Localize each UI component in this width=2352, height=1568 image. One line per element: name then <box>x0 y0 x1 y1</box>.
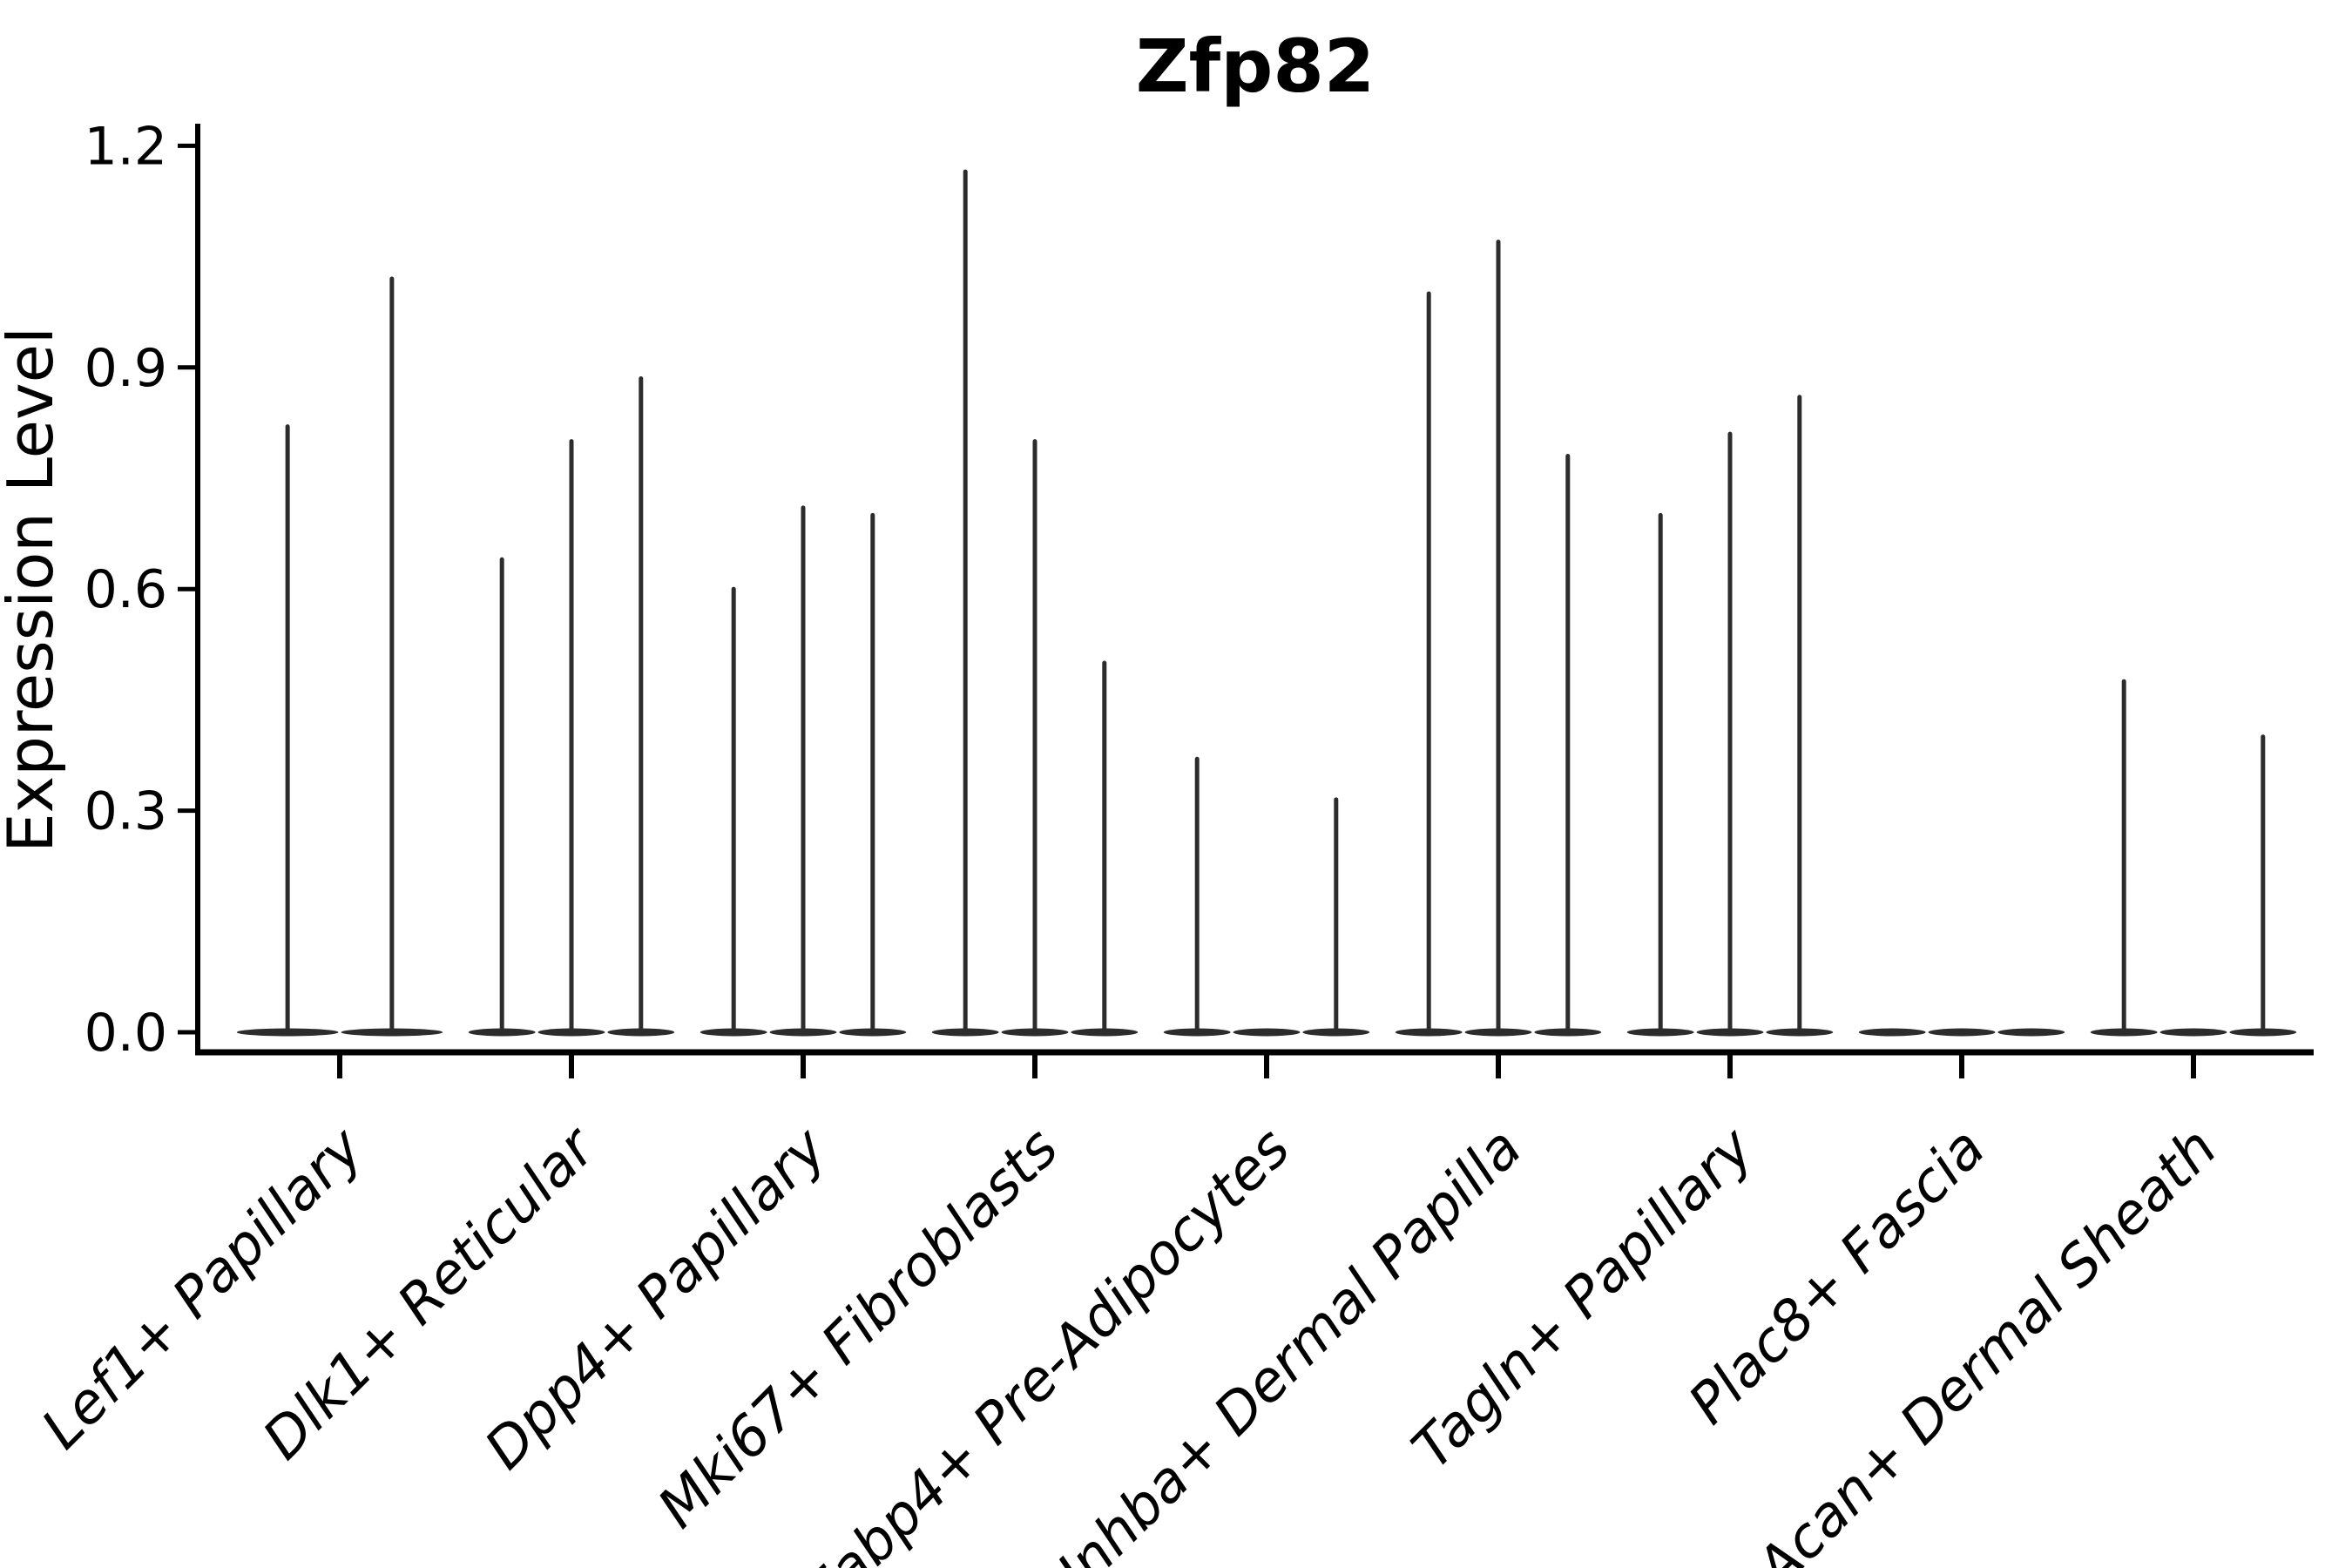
violin-group <box>236 276 443 1037</box>
violin-base <box>1997 1028 2065 1037</box>
y-axis-title: Expression Level <box>0 327 67 853</box>
y-axis-ticks: 0.0 0.3 0.6 0.9 1.2 <box>84 116 198 1064</box>
y-tick-label: 1.2 <box>84 116 167 177</box>
chart-title: Zfp82 <box>1136 24 1375 109</box>
violin-group <box>1163 756 1370 1037</box>
y-tick-label: 0.0 <box>84 1003 167 1064</box>
x-tick-label: Mki67+ Fibroblasts <box>646 1116 1071 1541</box>
violin-group <box>2090 679 2297 1037</box>
y-tick-label: 0.3 <box>84 781 167 842</box>
violin-base <box>1928 1028 1996 1037</box>
violin-group <box>468 376 675 1037</box>
violin-base <box>2159 1028 2227 1037</box>
violin-group <box>1395 240 1602 1037</box>
violins-layer <box>236 169 2297 1037</box>
y-tick-label: 0.9 <box>84 338 167 399</box>
violin-base <box>1233 1028 1301 1037</box>
violin-base <box>1858 1028 1926 1037</box>
y-tick-label: 0.6 <box>84 559 167 620</box>
violin-group <box>1626 395 1834 1037</box>
violin-group <box>1858 1028 2065 1037</box>
violin-group <box>700 505 907 1037</box>
violin-group <box>931 169 1139 1037</box>
